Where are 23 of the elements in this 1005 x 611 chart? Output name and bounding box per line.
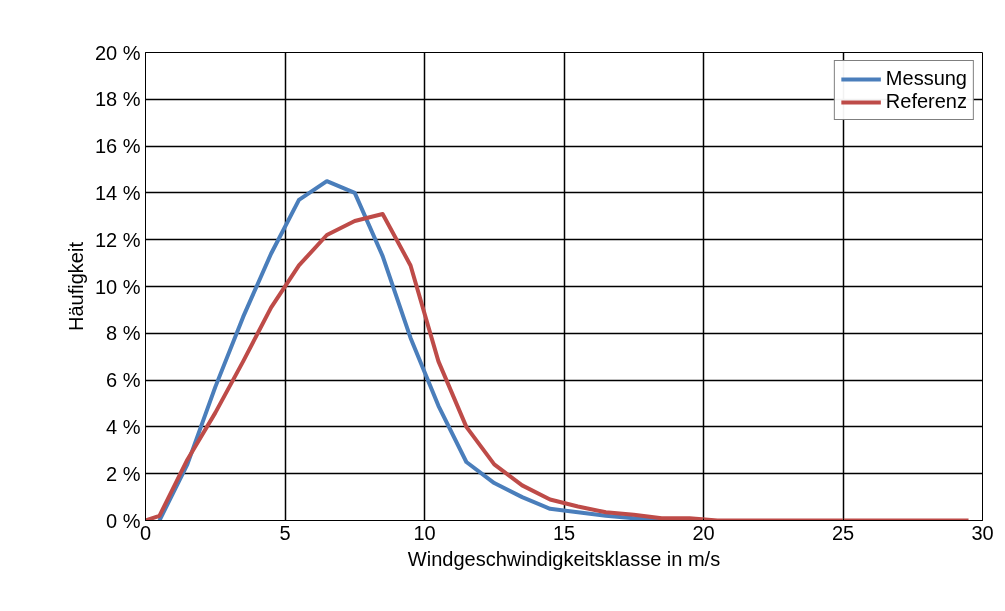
y-tick-label: 20 % bbox=[94, 41, 141, 64]
x-axis-title: Windgeschwindigkeitsklasse in m/s bbox=[407, 547, 721, 570]
y-tick-label: 12 % bbox=[94, 228, 141, 251]
y-tick-label: 2 % bbox=[106, 462, 141, 485]
y-tick-label: 4 % bbox=[106, 415, 141, 438]
legend-label: Referenz bbox=[885, 90, 967, 113]
y-tick-label: 8 % bbox=[106, 322, 141, 345]
x-tick-label: 5 bbox=[279, 521, 291, 544]
x-tick-label: 25 bbox=[831, 521, 855, 544]
y-tick-label: 18 % bbox=[94, 88, 141, 111]
x-tick-label: 20 bbox=[692, 521, 715, 544]
y-tick-label: 10 % bbox=[94, 275, 141, 298]
y-tick-label: 14 % bbox=[94, 181, 141, 204]
y-axis-title: Häufigkeit bbox=[64, 241, 87, 331]
line-series bbox=[145, 211, 971, 521]
legend-label: Messung bbox=[885, 67, 967, 90]
x-tick-label: 15 bbox=[552, 521, 576, 544]
y-tick-label: 16 % bbox=[94, 135, 141, 158]
x-tick-label: 10 bbox=[413, 521, 436, 544]
y-tick-label: 6 % bbox=[106, 369, 141, 392]
x-tick-label: 30 bbox=[971, 521, 994, 544]
x-tick-label: 0 bbox=[139, 521, 152, 544]
y-tick-label: 0 % bbox=[106, 509, 141, 532]
